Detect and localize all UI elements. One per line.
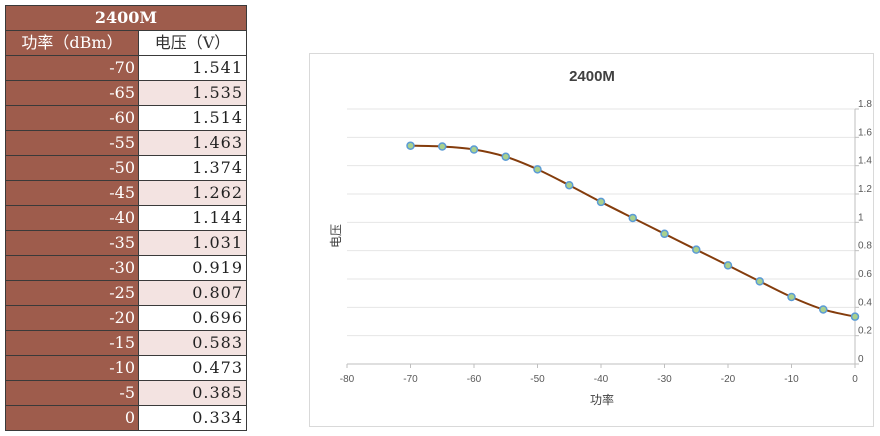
data-point xyxy=(469,145,479,154)
table-row: -35 1.031 xyxy=(5,230,247,256)
x-axis-label: 功率 xyxy=(590,392,614,407)
chart-title: 2400M xyxy=(569,68,615,85)
voltage-cell: 0.919 xyxy=(138,255,247,281)
power-cell: -45 xyxy=(5,180,139,206)
table-title: 2400M xyxy=(5,5,247,31)
y-tick-label: 0.2 xyxy=(858,326,872,337)
voltage-cell: 0.696 xyxy=(138,305,247,331)
data-point xyxy=(723,261,733,270)
x-tick-label: -50 xyxy=(530,374,545,385)
table-row: -10 0.473 xyxy=(5,355,247,381)
y-tick-label: 0.8 xyxy=(858,241,872,252)
power-cell: 0 xyxy=(5,405,139,431)
voltage-cell: 0.385 xyxy=(138,380,247,406)
table-title-row: 2400M xyxy=(5,5,247,31)
power-cell: -30 xyxy=(5,255,139,281)
series-line xyxy=(410,144,856,318)
power-cell: -15 xyxy=(5,330,139,356)
power-cell: -40 xyxy=(5,205,139,231)
table-row: 0 0.334 xyxy=(5,405,247,431)
x-tick-label: 0 xyxy=(852,374,858,385)
power-cell: -5 xyxy=(5,380,139,406)
power-cell: -55 xyxy=(5,130,139,156)
voltage-cell: 1.463 xyxy=(138,130,247,156)
x-tick-label: -80 xyxy=(340,374,355,385)
y-tick-label: 1.8 xyxy=(858,99,872,110)
gridlines xyxy=(347,108,855,365)
voltage-cell: 1.144 xyxy=(138,205,247,231)
y-tick-label: 1.6 xyxy=(858,127,872,138)
data-point xyxy=(438,142,447,151)
table-row: -65 1.535 xyxy=(5,80,247,106)
voltage-cell: 1.514 xyxy=(138,105,247,131)
voltage-cell: 1.262 xyxy=(138,180,247,206)
power-cell: -20 xyxy=(5,305,139,331)
table-row: -5 0.385 xyxy=(5,380,247,406)
data-point xyxy=(406,141,415,150)
data-point xyxy=(692,245,701,254)
power-cell: -70 xyxy=(5,55,139,81)
y-tick-label: 1 xyxy=(858,212,864,223)
table-row: -15 0.583 xyxy=(5,330,247,356)
data-point xyxy=(850,312,860,321)
chart-area: 2400M 电压 功率 0 0.2 0.4 0.6 0.8 1 1.2 1.4 1.6 1.8 -8… xyxy=(309,53,874,427)
data-point xyxy=(755,277,764,286)
data-point xyxy=(533,165,542,174)
voltage-cell: 1.535 xyxy=(138,80,247,106)
voltage-cell: 1.541 xyxy=(138,55,247,81)
table-row: -40 1.144 xyxy=(5,205,247,231)
power-cell: -50 xyxy=(5,155,139,181)
table-row: -70 1.541 xyxy=(5,55,247,81)
table-header-row: 功率（dBm） 电压（V） xyxy=(5,30,247,56)
data-point xyxy=(787,292,796,302)
table-row: -50 1.374 xyxy=(5,155,247,181)
x-tick-label: -70 xyxy=(403,374,418,385)
axes xyxy=(346,108,859,368)
x-tick-label: -20 xyxy=(721,374,736,385)
table-row: -55 1.463 xyxy=(5,130,247,156)
header-power: 功率（dBm） xyxy=(5,30,139,56)
voltage-cell: 0.473 xyxy=(138,355,247,381)
x-tick-label: -10 xyxy=(784,374,799,385)
table-row: -30 0.919 xyxy=(5,255,247,281)
voltage-cell: 0.583 xyxy=(138,330,247,356)
x-tick-label: -30 xyxy=(657,374,672,385)
data-point xyxy=(501,152,510,161)
y-tick-label: 1.2 xyxy=(858,184,872,195)
power-cell: -35 xyxy=(5,230,139,256)
power-cell: -25 xyxy=(5,280,139,306)
y-tick-label: 0.6 xyxy=(858,269,872,280)
y-axis-label: 电压 xyxy=(329,224,343,248)
y-tick-label: 0 xyxy=(858,354,864,365)
data-point xyxy=(660,229,669,239)
data-point xyxy=(628,213,637,223)
y-tick-label: 1.4 xyxy=(858,156,872,167)
power-cell: -60 xyxy=(5,105,139,131)
table-row: -60 1.514 xyxy=(5,105,247,131)
data-table: 2400M 功率（dBm） 电压（V） -70 1.541 -65 1.535 -60 1… xyxy=(5,5,247,431)
power-cell: -10 xyxy=(5,355,139,381)
table-row: -25 0.807 xyxy=(5,280,247,306)
y-tick-label: 0.4 xyxy=(858,297,872,308)
data-point xyxy=(819,305,828,314)
series-group xyxy=(406,141,860,321)
tick-labels: 0 0.2 0.4 0.6 0.8 1 1.2 1.4 1.6 1.8 -80 -70 -60 -50 -4… xyxy=(340,99,873,385)
chart-svg: 2400M 电压 功率 0 0.2 0.4 0.6 0.8 1 1.2 1.4 1.6 1.8 -8… xyxy=(329,68,873,407)
voltage-cell: 1.031 xyxy=(138,230,247,256)
x-tick-label: -40 xyxy=(594,374,609,385)
voltage-cell: 0.807 xyxy=(138,280,247,306)
table-row: -20 0.696 xyxy=(5,305,247,331)
voltage-cell: 1.374 xyxy=(138,155,247,181)
x-tick-label: -60 xyxy=(467,374,482,385)
header-voltage: 电压（V） xyxy=(138,30,247,56)
data-point xyxy=(565,180,574,190)
data-point xyxy=(596,197,606,207)
table-row: -45 1.262 xyxy=(5,180,247,206)
voltage-cell: 0.334 xyxy=(138,405,247,431)
power-cell: -65 xyxy=(5,80,139,106)
